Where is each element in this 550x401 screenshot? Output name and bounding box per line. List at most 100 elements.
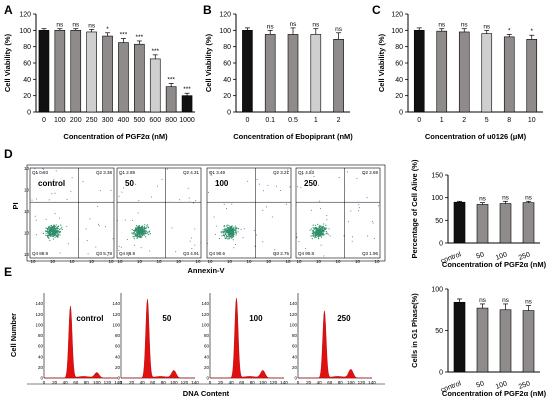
flow-dot-scatter <box>289 186 291 188</box>
panel-letter-C: C <box>372 3 381 17</box>
cycle-x-tick: 80 <box>161 380 167 385</box>
flow-dot <box>322 229 324 231</box>
cycle-y-tick: 80 <box>38 333 44 338</box>
flow-dot <box>53 227 55 229</box>
flow-dot <box>141 233 143 236</box>
flow-dot <box>224 232 226 234</box>
flow-dot-scatter <box>262 190 264 192</box>
bar-control <box>453 201 466 244</box>
cycle-x-tick: 20 <box>306 380 312 385</box>
cycle-y-axis-title: Cell Number <box>9 313 18 357</box>
flow-dot <box>56 234 58 236</box>
flow-dot-scatter <box>233 247 235 249</box>
g1-g2-histogram <box>210 298 284 379</box>
flow-x-tick: 10 <box>108 259 114 264</box>
flow-dot <box>223 225 225 227</box>
flow-x-tick: 10 <box>137 259 143 264</box>
y-tick-label: 0 <box>227 110 231 117</box>
flow-dot-scatter <box>300 187 302 189</box>
flow-dot-scatter <box>358 204 360 206</box>
flow-dot <box>228 227 230 229</box>
significance-label: * <box>508 27 511 34</box>
flow-dot <box>227 238 229 240</box>
flow-dot <box>55 232 57 234</box>
flow-dot <box>317 234 319 236</box>
flow-dot <box>228 235 230 237</box>
flow-dot <box>46 228 49 230</box>
significance-label: ns <box>267 23 275 30</box>
flow-dot-scatter <box>215 233 216 235</box>
flow-dot <box>309 229 311 231</box>
cycle-x-tick: 20 <box>218 380 224 385</box>
flow-x-tick: 10 <box>285 259 291 264</box>
flow-dot <box>319 232 321 235</box>
flow-dot-scatter <box>59 252 61 254</box>
flow-dot-scatter <box>87 253 89 255</box>
flow-dot <box>55 234 57 237</box>
flow-dot <box>233 226 235 228</box>
flow-x-tick: 10 <box>227 259 233 264</box>
cycle-x-axis-title: DNA Content <box>183 389 230 398</box>
significance-label: ns <box>525 299 533 306</box>
flow-dot <box>232 231 234 233</box>
flow-dot <box>148 234 150 236</box>
quadrant-q2-value: Q2 3.21 <box>273 170 290 175</box>
flow-dot <box>314 231 316 233</box>
cycle-y-tick: 80 <box>115 333 121 338</box>
flow-dot <box>230 232 232 234</box>
quadrant-q4-value: Q4 89.9 <box>32 251 49 256</box>
cycle-x-tick: 120 <box>358 380 366 385</box>
flow-dot-scatter <box>107 255 109 256</box>
flow-dot <box>54 230 56 232</box>
flow-dot <box>315 229 317 231</box>
cycle-y-tick: 20 <box>115 365 121 370</box>
flow-dot-scatter <box>200 242 202 244</box>
flow-dot-scatter <box>124 219 126 221</box>
bar-100 <box>499 309 512 373</box>
quadrant-q3-value: Q3 4.91 <box>183 251 200 256</box>
flow-dot <box>45 234 47 236</box>
flow-dot <box>140 230 142 233</box>
flow-dot <box>320 235 322 237</box>
flow-dot-scatter <box>210 171 212 173</box>
bar-500 <box>134 43 145 113</box>
flow-dot-scatter <box>54 213 56 215</box>
flow-dot-scatter <box>351 236 353 238</box>
significance-label: *** <box>167 76 175 83</box>
flow-dot <box>232 228 234 230</box>
flow-dot <box>59 231 61 233</box>
flow-dot <box>135 225 138 227</box>
flow-dot <box>141 236 143 238</box>
flow-dot <box>318 233 320 235</box>
y-tick-label: 50 <box>435 328 443 335</box>
flow-dot <box>226 238 228 240</box>
flow-dot-scatter <box>121 191 123 193</box>
flow-dot <box>321 229 323 231</box>
flow-dot-scatter <box>357 201 359 203</box>
cycle-x-tick: 120 <box>104 380 112 385</box>
flow-dot <box>134 230 136 232</box>
bar-300 <box>102 35 113 113</box>
cycle-y-tick: 60 <box>204 344 210 349</box>
flow-dot <box>146 231 148 233</box>
significance-label: *** <box>120 32 128 39</box>
flow-dot <box>57 225 60 227</box>
flow-dot <box>313 235 316 237</box>
flow-dot <box>226 231 228 233</box>
cycle-x-tick: 100 <box>347 380 355 385</box>
flow-dot <box>51 229 53 232</box>
flow-dot <box>146 233 148 235</box>
flow-dot <box>143 234 145 236</box>
g1-g2-histogram <box>298 310 372 379</box>
x-tick-label: 1 <box>440 117 444 124</box>
significance-label: ns <box>502 297 510 304</box>
flow-x-tick: 10 <box>335 259 341 264</box>
flow-dot <box>52 229 54 231</box>
flow-dot <box>227 226 229 228</box>
flow-dot <box>225 225 227 227</box>
flow-dot <box>229 231 231 233</box>
flow-dot <box>322 232 324 234</box>
flow-dot <box>139 234 141 236</box>
flow-dot-scatter <box>217 181 219 183</box>
flow-dot-scatter <box>53 178 55 180</box>
